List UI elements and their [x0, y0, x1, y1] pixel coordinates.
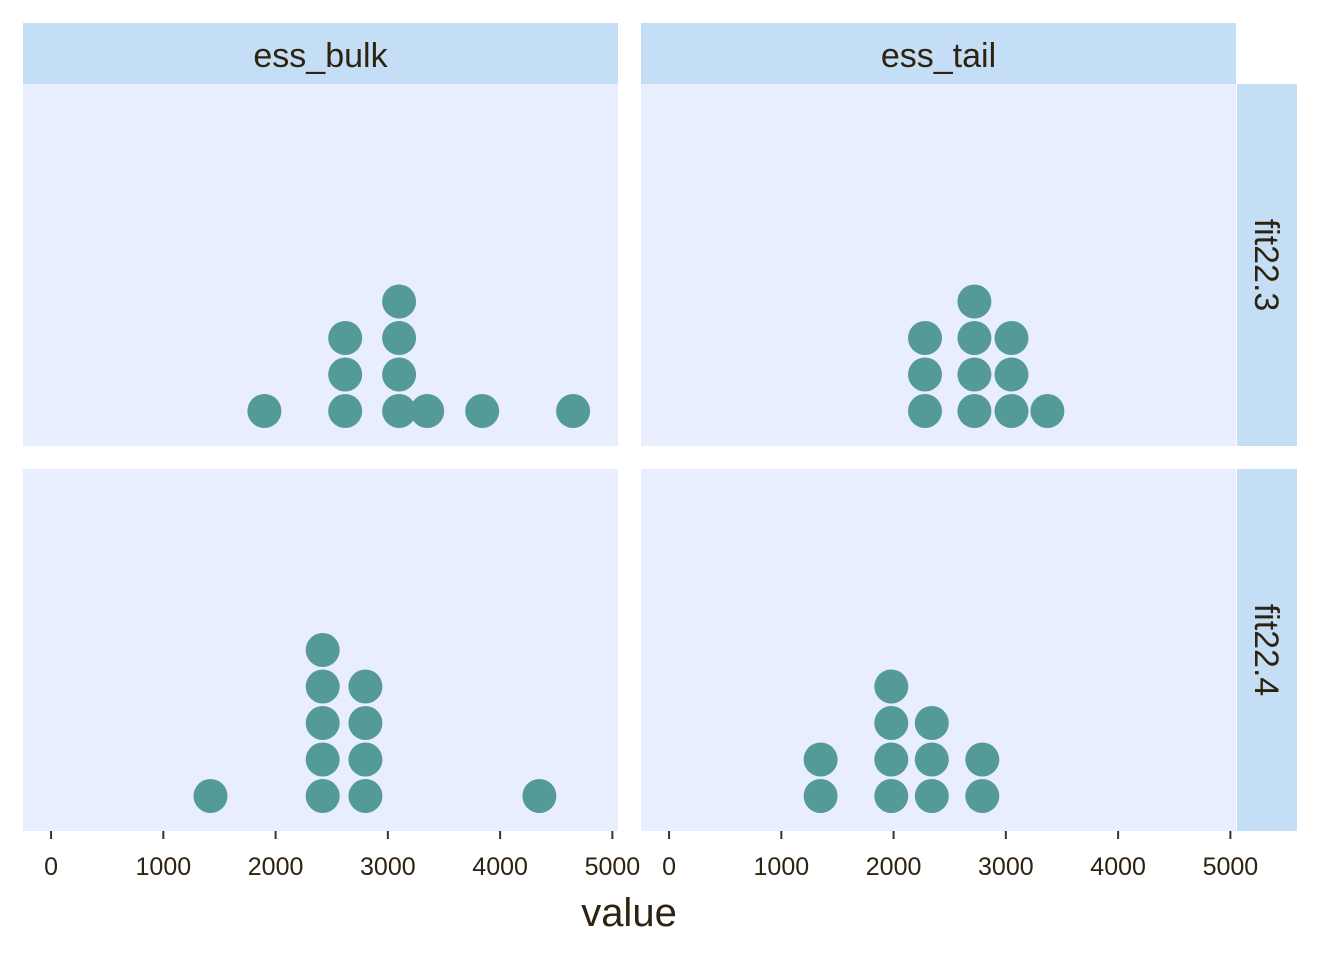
- dot-ess_tail-fit22.3: [957, 321, 992, 355]
- dot-ess_tail-fit22.3: [994, 394, 1029, 428]
- dot-ess_bulk-fit22.4: [305, 633, 340, 667]
- dot-ess_bulk-fit22.4: [305, 669, 340, 704]
- row-strip-fit22.3: [1237, 84, 1297, 446]
- dot-ess_tail-fit22.3: [908, 321, 942, 355]
- panel-background-ess_tail-fit22.3: [641, 84, 1236, 446]
- x-tick-label: 3000: [978, 853, 1034, 881]
- row-strip-label: fit22.3: [1247, 219, 1285, 312]
- dot-ess_tail-fit22.4: [874, 669, 909, 704]
- dot-ess_tail-fit22.3: [908, 357, 942, 392]
- row-strip-label: fit22.4: [1247, 604, 1285, 697]
- dot-ess_bulk-fit22.3: [382, 357, 417, 392]
- dot-ess_bulk-fit22.3: [556, 394, 591, 428]
- x-tick-label: 4000: [472, 853, 528, 881]
- panel-background-ess_tail-fit22.4: [641, 469, 1236, 831]
- x-tick-label: 1000: [136, 853, 192, 881]
- dot-ess_bulk-fit22.3: [382, 321, 417, 355]
- x-tick-label: 0: [44, 853, 58, 881]
- x-tick-label: 5000: [585, 853, 641, 881]
- dot-ess_bulk-fit22.4: [522, 779, 557, 813]
- dot-ess_bulk-fit22.3: [382, 284, 417, 319]
- dot-ess_bulk-fit22.4: [193, 779, 228, 813]
- row-strip-fit22.4: [1237, 469, 1297, 831]
- dot-ess_tail-fit22.4: [874, 742, 909, 777]
- x-tick-label: 0: [662, 853, 676, 881]
- dot-ess_bulk-fit22.3: [247, 394, 282, 428]
- dot-ess_tail-fit22.4: [914, 706, 949, 740]
- dot-ess_tail-fit22.4: [803, 779, 838, 813]
- dot-ess_tail-fit22.3: [957, 394, 992, 428]
- dot-ess_tail-fit22.4: [965, 779, 1000, 813]
- dot-ess_bulk-fit22.3: [328, 394, 363, 428]
- dot-ess_tail-fit22.3: [908, 394, 942, 428]
- dot-ess_bulk-fit22.4: [305, 742, 340, 777]
- dot-ess_tail-fit22.4: [914, 742, 949, 777]
- dot-ess_bulk-fit22.3: [382, 394, 417, 428]
- column-strip-ess_tail: [641, 23, 1236, 84]
- x-tick-label: 3000: [360, 853, 416, 881]
- x-axes: 0 1000 2000 3000 4000 5000 0 1000 2000 3000 4000 50…: [44, 831, 1258, 881]
- dot-ess_tail-fit22.4: [874, 779, 909, 813]
- dot-ess_tail-fit22.4: [874, 706, 909, 740]
- dot-ess_tail-fit22.3: [957, 284, 992, 319]
- facet-strips: ess_bulk ess_tail fit22.3 fit22.4: [23, 23, 1297, 831]
- column-strip-ess_bulk: [23, 23, 618, 84]
- x-tick-label: 2000: [866, 853, 922, 881]
- dot-ess_tail-fit22.3: [957, 357, 992, 392]
- dot-ess_bulk-fit22.4: [305, 779, 340, 813]
- dot-ess_bulk-fit22.3: [328, 357, 363, 392]
- dot-ess_bulk-fit22.4: [348, 779, 383, 813]
- panel-background-ess_bulk-fit22.3: [23, 84, 618, 446]
- dot-ess_bulk-fit22.3: [410, 394, 445, 428]
- dot-ess_bulk-fit22.4: [305, 706, 340, 740]
- dot-ess_bulk-fit22.4: [348, 706, 383, 740]
- x-tick-label: 2000: [248, 853, 304, 881]
- dot-ess_tail-fit22.4: [914, 779, 949, 813]
- dot-ess_tail-fit22.4: [803, 742, 838, 777]
- x-axis-title: value: [581, 891, 677, 935]
- dot-ess_bulk-fit22.4: [348, 669, 383, 704]
- x-tick-label: 1000: [754, 853, 810, 881]
- panels-layer: [23, 84, 1236, 831]
- dot-ess_tail-fit22.3: [1030, 394, 1065, 428]
- dots-layer: [193, 284, 1065, 813]
- column-strip-label: ess_tail: [881, 37, 996, 75]
- dot-ess_tail-fit22.4: [965, 742, 1000, 777]
- dot-ess_tail-fit22.3: [994, 357, 1029, 392]
- dot-ess_bulk-fit22.4: [348, 742, 383, 777]
- dot-ess_bulk-fit22.3: [328, 321, 363, 355]
- dot-ess_tail-fit22.3: [994, 321, 1029, 355]
- x-tick-label: 5000: [1203, 853, 1259, 881]
- column-strip-label: ess_bulk: [253, 37, 388, 75]
- dot-ess_bulk-fit22.3: [465, 394, 500, 428]
- x-tick-label: 4000: [1090, 853, 1146, 881]
